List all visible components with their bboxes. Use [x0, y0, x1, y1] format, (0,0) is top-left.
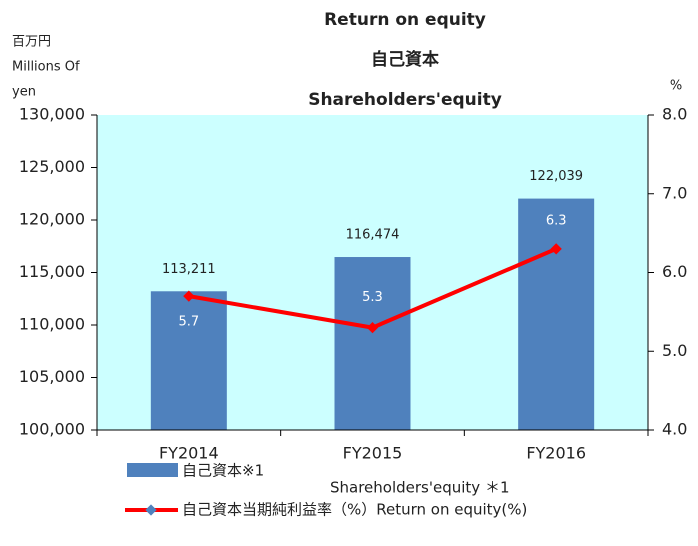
chart-subtitle: 自己資本 [371, 49, 439, 70]
y2-tick-label: 7.0 [662, 183, 687, 202]
y2-tick-label: 5.0 [662, 341, 687, 360]
data-label: 5.3 [362, 290, 383, 305]
y-axis-label: yen [12, 85, 36, 100]
y-tick-label: 105,000 [19, 367, 85, 386]
data-label: 122,039 [529, 169, 583, 184]
line-marker [183, 290, 195, 302]
data-label: 5.7 [178, 315, 199, 330]
data-label: 6.3 [546, 213, 567, 228]
y2-axis-label: % [670, 79, 682, 94]
y-tick-label: 115,000 [19, 262, 85, 281]
bar [518, 198, 595, 430]
chart-subtitle: Shareholders'equity [308, 90, 502, 110]
x-tick-label: FY2015 [343, 444, 403, 463]
y-tick-label: 110,000 [19, 315, 85, 334]
data-label: 116,474 [346, 228, 400, 243]
legend-label: 自己資本※1 [182, 462, 264, 480]
y-tick-label: 130,000 [19, 105, 85, 124]
legend-swatch [127, 463, 178, 477]
y2-tick-label: 8.0 [662, 105, 687, 124]
bar [334, 257, 411, 430]
line-marker [550, 243, 562, 255]
legend-note: Shareholders'equity ＊1 [330, 479, 510, 497]
y-tick-label: 100,000 [19, 420, 85, 439]
y-axis-label: Millions Of [12, 60, 80, 75]
legend-swatch [145, 504, 157, 516]
chart-title: Return on equity [324, 10, 486, 30]
x-tick-label: FY2016 [526, 444, 586, 463]
data-label: 113,211 [162, 262, 216, 277]
x-tick-label: FY2014 [159, 444, 219, 463]
y-axis-label: 百万円 [12, 35, 51, 50]
bar [150, 291, 227, 430]
y-tick-label: 120,000 [19, 210, 85, 229]
y-tick-label: 125,000 [19, 157, 85, 176]
line-marker [366, 321, 379, 334]
legend-label: 自己資本当期純利益率（%）Return on equity(%) [182, 501, 527, 519]
y2-tick-label: 4.0 [662, 420, 687, 439]
y2-tick-label: 6.0 [662, 262, 687, 281]
